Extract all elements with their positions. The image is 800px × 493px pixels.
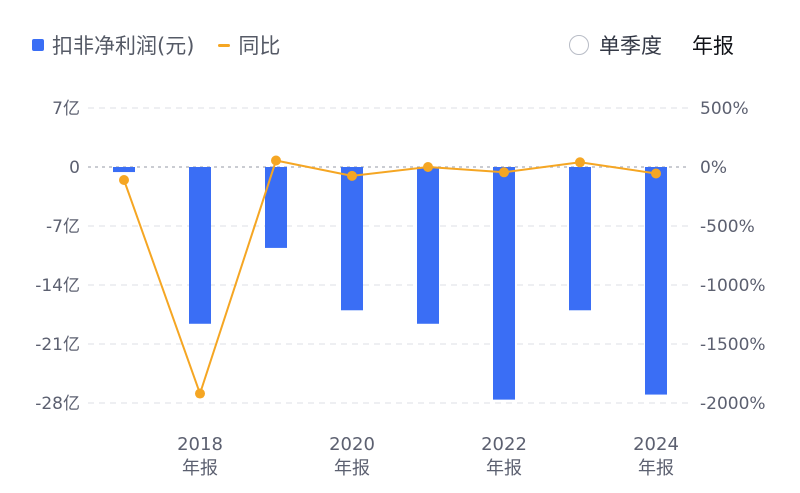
left-tick-label: -21亿 [35,335,80,355]
grid-lines [88,107,690,404]
quarterly-radio[interactable] [569,35,589,55]
bar-2022[interactable] [493,167,515,400]
legend-item-bar[interactable]: 扣非净利润(元) [32,30,194,60]
quarterly-option-label[interactable]: 单季度 [599,34,662,58]
right-tick-label: -1000% [700,276,766,296]
right-tick-label: -500% [700,217,755,237]
left-tick-label: 0 [69,158,80,178]
x-axis: 2018 年报 2020 年报 2022 年报 2024 年报 [177,434,679,479]
yoy-line-series [119,155,661,399]
x-tick-period: 年报 [182,458,218,479]
x-tick-year: 2022 [481,434,527,455]
right-y-axis: 500% 0% -500% -1000% -1500% -2000% [700,99,766,414]
right-tick-label: -1500% [700,335,766,355]
bar-2017[interactable] [113,167,135,173]
legend-line-swatch [218,43,231,47]
x-tick-period: 年报 [486,458,522,479]
yoy-line [123,159,657,395]
x-tick-year: 2024 [633,434,679,455]
left-tick-label: 7亿 [52,99,80,119]
x-tick-year: 2018 [177,434,223,455]
yoy-point-2020[interactable] [347,170,357,181]
right-tick-label: 0% [700,158,727,178]
legend-line-label: 同比 [238,34,281,58]
bar-2020[interactable] [341,167,363,311]
period-toggle: 单季度 年报 [569,30,734,60]
yoy-point-2022[interactable] [499,167,509,178]
left-tick-label: -14亿 [35,276,80,296]
legend-bar-label: 扣非净利润(元) [52,34,195,58]
bar-2024[interactable] [645,167,667,395]
chart-legend: 扣非净利润(元) 同比 [32,30,304,60]
x-tick-period: 年报 [334,458,370,479]
bar-2021[interactable] [417,167,439,324]
x-tick-year: 2020 [329,434,375,455]
left-tick-label: -7亿 [46,217,80,237]
bar-2018[interactable] [189,167,211,324]
yoy-point-2024[interactable] [651,168,661,179]
x-tick-period: 年报 [638,458,674,479]
annual-option-label[interactable]: 年报 [692,34,734,58]
yoy-point-2017[interactable] [119,174,129,185]
legend-bar-swatch [32,39,44,51]
left-tick-label: -28亿 [35,394,80,414]
yoy-point-2019[interactable] [271,155,281,166]
bar-2019[interactable] [265,167,287,248]
right-tick-label: 500% [700,99,749,119]
right-tick-label: -2000% [700,394,766,414]
bar-series [113,167,667,400]
yoy-point-2021[interactable] [423,162,433,172]
yoy-point-2018[interactable] [195,388,205,399]
yoy-point-2023[interactable] [575,157,585,168]
left-y-axis: 7亿 0 -7亿 -14亿 -21亿 -28亿 [35,99,80,414]
legend-item-line[interactable]: 同比 [218,30,280,60]
bar-2023[interactable] [569,167,591,311]
